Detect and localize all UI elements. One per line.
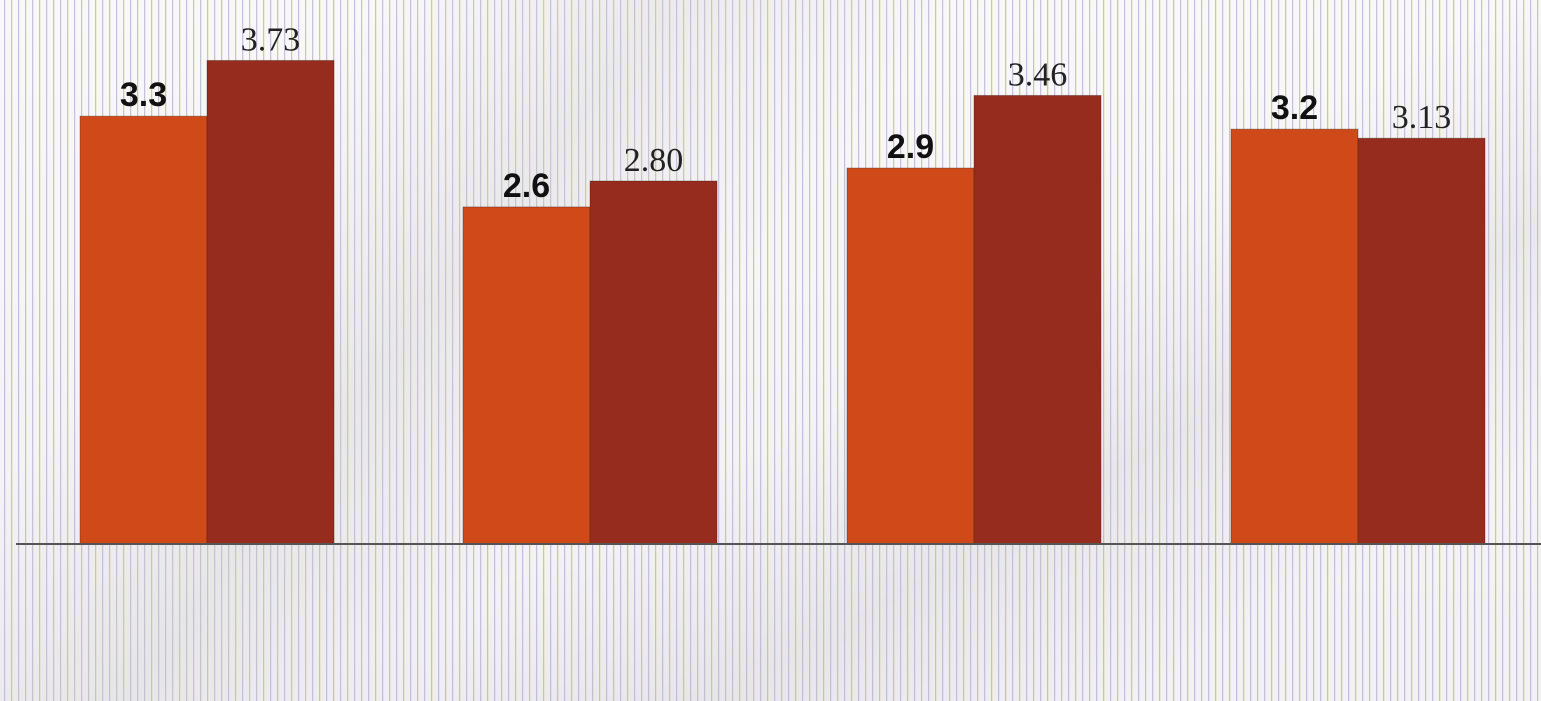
data-label-series2-group4: 3.13 [1392, 99, 1452, 136]
data-label-series1-group3: 2.9 [887, 128, 934, 166]
bar-series1-group4 [1230, 128, 1359, 545]
data-labels-group: 3.3 2.6 2.9 3.2 3.73 2.80 3.46 3.13 [120, 21, 1451, 204]
bar-series1-group2 [462, 206, 591, 545]
bar-series2-group2 [589, 180, 718, 545]
data-label-series2-group1: 3.73 [241, 21, 301, 58]
data-label-series1-group1: 3.3 [120, 76, 167, 114]
bar-series1-group3 [846, 167, 975, 545]
data-label-series2-group2: 2.80 [624, 142, 684, 179]
bars-group [79, 59, 1486, 545]
bar-series2-group4 [1357, 137, 1486, 545]
bar-series2-group3 [973, 94, 1102, 545]
bar-series1-group1 [79, 115, 208, 545]
data-label-series1-group4: 3.2 [1271, 89, 1318, 127]
data-label-series1-group2: 2.6 [503, 167, 550, 205]
data-label-series2-group3: 3.46 [1008, 56, 1068, 93]
bar-series2-group1 [206, 59, 335, 545]
